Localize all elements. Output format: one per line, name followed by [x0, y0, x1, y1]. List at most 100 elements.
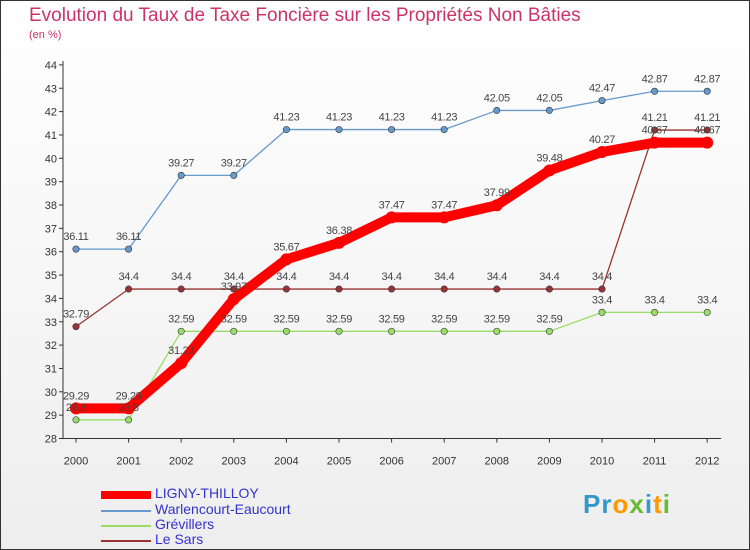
data-label: 32.59: [273, 313, 299, 325]
data-label: 34.4: [224, 271, 244, 283]
x-tick-label: 2009: [537, 456, 561, 468]
y-tick-label: 32: [45, 340, 57, 352]
legend-swatch: [101, 525, 151, 527]
point-labels: 29.29 29.29 31.23 33.97 35.67 36.38 37.47 37.47…: [63, 73, 721, 414]
data-label: 39.27: [168, 157, 194, 169]
data-point-2: [335, 327, 343, 335]
data-label: 32.59: [431, 313, 457, 325]
data-label: 37.99: [484, 187, 510, 199]
data-label: 34.4: [276, 271, 296, 283]
data-point-2: [440, 327, 448, 335]
y-tick-label: 38: [45, 200, 57, 212]
legend-label: Warlencourt-Eaucourt: [155, 501, 291, 517]
data-label: 41.21: [642, 112, 668, 124]
y-tick-label: 29: [45, 410, 57, 422]
data-label: 37.47: [379, 199, 405, 211]
data-label: 33.4: [592, 294, 612, 306]
x-tick-label: 2011: [643, 456, 667, 468]
data-point-3: [545, 285, 553, 293]
data-point-3: [651, 126, 659, 134]
data-point-2: [651, 308, 659, 316]
x-tick-label: 2003: [222, 456, 246, 468]
data-label: 32.59: [484, 313, 510, 325]
x-tick-label: 2002: [169, 456, 193, 468]
data-label: 33.4: [697, 294, 717, 306]
data-label: 34.4: [118, 271, 138, 283]
legend-label: LIGNY-THILLOY: [155, 485, 259, 501]
x-tick-label: 2010: [590, 456, 614, 468]
logo-letter: x: [629, 489, 645, 519]
data-point-3: [388, 285, 396, 293]
data-point-1: [177, 171, 185, 179]
data-label: 40.27: [589, 134, 615, 146]
data-point-0: [280, 253, 293, 266]
data-point-1: [440, 126, 448, 134]
data-label: 34.4: [487, 271, 507, 283]
data-label: 40.67: [642, 125, 668, 137]
chart-subtitle: (en %): [29, 29, 62, 41]
data-point-2: [282, 327, 290, 335]
y-tick-label: 42: [45, 107, 57, 119]
data-point-2: [598, 308, 606, 316]
data-point-1: [125, 245, 133, 253]
data-point-0: [227, 293, 240, 306]
data-label: 32.59: [379, 313, 405, 325]
y-tick-label: 37: [45, 223, 57, 235]
data-point-2: [230, 327, 238, 335]
data-point-2: [388, 327, 396, 335]
data-label: 42.47: [589, 83, 615, 95]
data-label: 31.23: [168, 345, 194, 357]
data-point-1: [230, 171, 238, 179]
data-label: 33.97: [221, 281, 247, 293]
y-tick-label: 36: [45, 247, 57, 259]
legend-label: Grévillers: [155, 516, 215, 532]
legend-swatch: [101, 510, 151, 512]
data-point-2: [125, 416, 133, 424]
x-tick-label: 2000: [64, 456, 88, 468]
data-label: 39.27: [221, 157, 247, 169]
data-point-3: [72, 323, 80, 331]
y-tick-label: 40: [45, 153, 57, 165]
y-tick-label: 34: [45, 293, 57, 305]
data-point-0: [385, 211, 398, 224]
data-label: 41.23: [326, 112, 352, 124]
data-point-3: [230, 285, 238, 293]
data-label: 34.4: [329, 271, 349, 283]
logo-letter: o: [612, 489, 630, 519]
legend-swatch: [101, 540, 151, 542]
axes: 28 29 30 31 32 33 34 35 36 37 38 39 40 41 42 43 44 2000 20…: [45, 60, 721, 468]
data-point-2: [177, 327, 185, 335]
data-label: 34.4: [592, 271, 612, 283]
series-lines: [70, 87, 714, 424]
data-point-3: [440, 285, 448, 293]
data-point-1: [651, 87, 659, 95]
data-point-1: [493, 106, 501, 114]
data-point-3: [335, 285, 343, 293]
data-point-1: [598, 97, 606, 105]
y-tick-label: 31: [45, 363, 57, 375]
data-label: 34.4: [171, 271, 191, 283]
y-tick-label: 39: [45, 177, 57, 189]
data-label: 41.23: [273, 112, 299, 124]
data-label: 34.4: [381, 271, 401, 283]
data-label: 36.11: [63, 231, 88, 243]
data-label: 42.87: [694, 73, 720, 85]
logo-letter: r: [601, 489, 613, 519]
data-label: 29.29: [116, 390, 142, 402]
data-point-1: [282, 126, 290, 134]
legend-label: Le Sars: [155, 531, 204, 547]
proxiti-logo: Proxiti: [583, 489, 671, 520]
x-tick-label: 2007: [432, 456, 456, 468]
data-label: 39.48: [536, 152, 562, 164]
data-label: 40.67: [694, 125, 720, 137]
data-label: 29.29: [63, 390, 89, 402]
data-point-0: [333, 236, 345, 249]
data-label: 42.87: [642, 73, 668, 85]
data-label: 33.4: [644, 294, 664, 306]
data-label: 42.05: [484, 92, 510, 104]
logo-letter: i: [662, 489, 671, 519]
data-point-3: [703, 126, 711, 134]
x-tick-label: 2004: [274, 456, 298, 468]
